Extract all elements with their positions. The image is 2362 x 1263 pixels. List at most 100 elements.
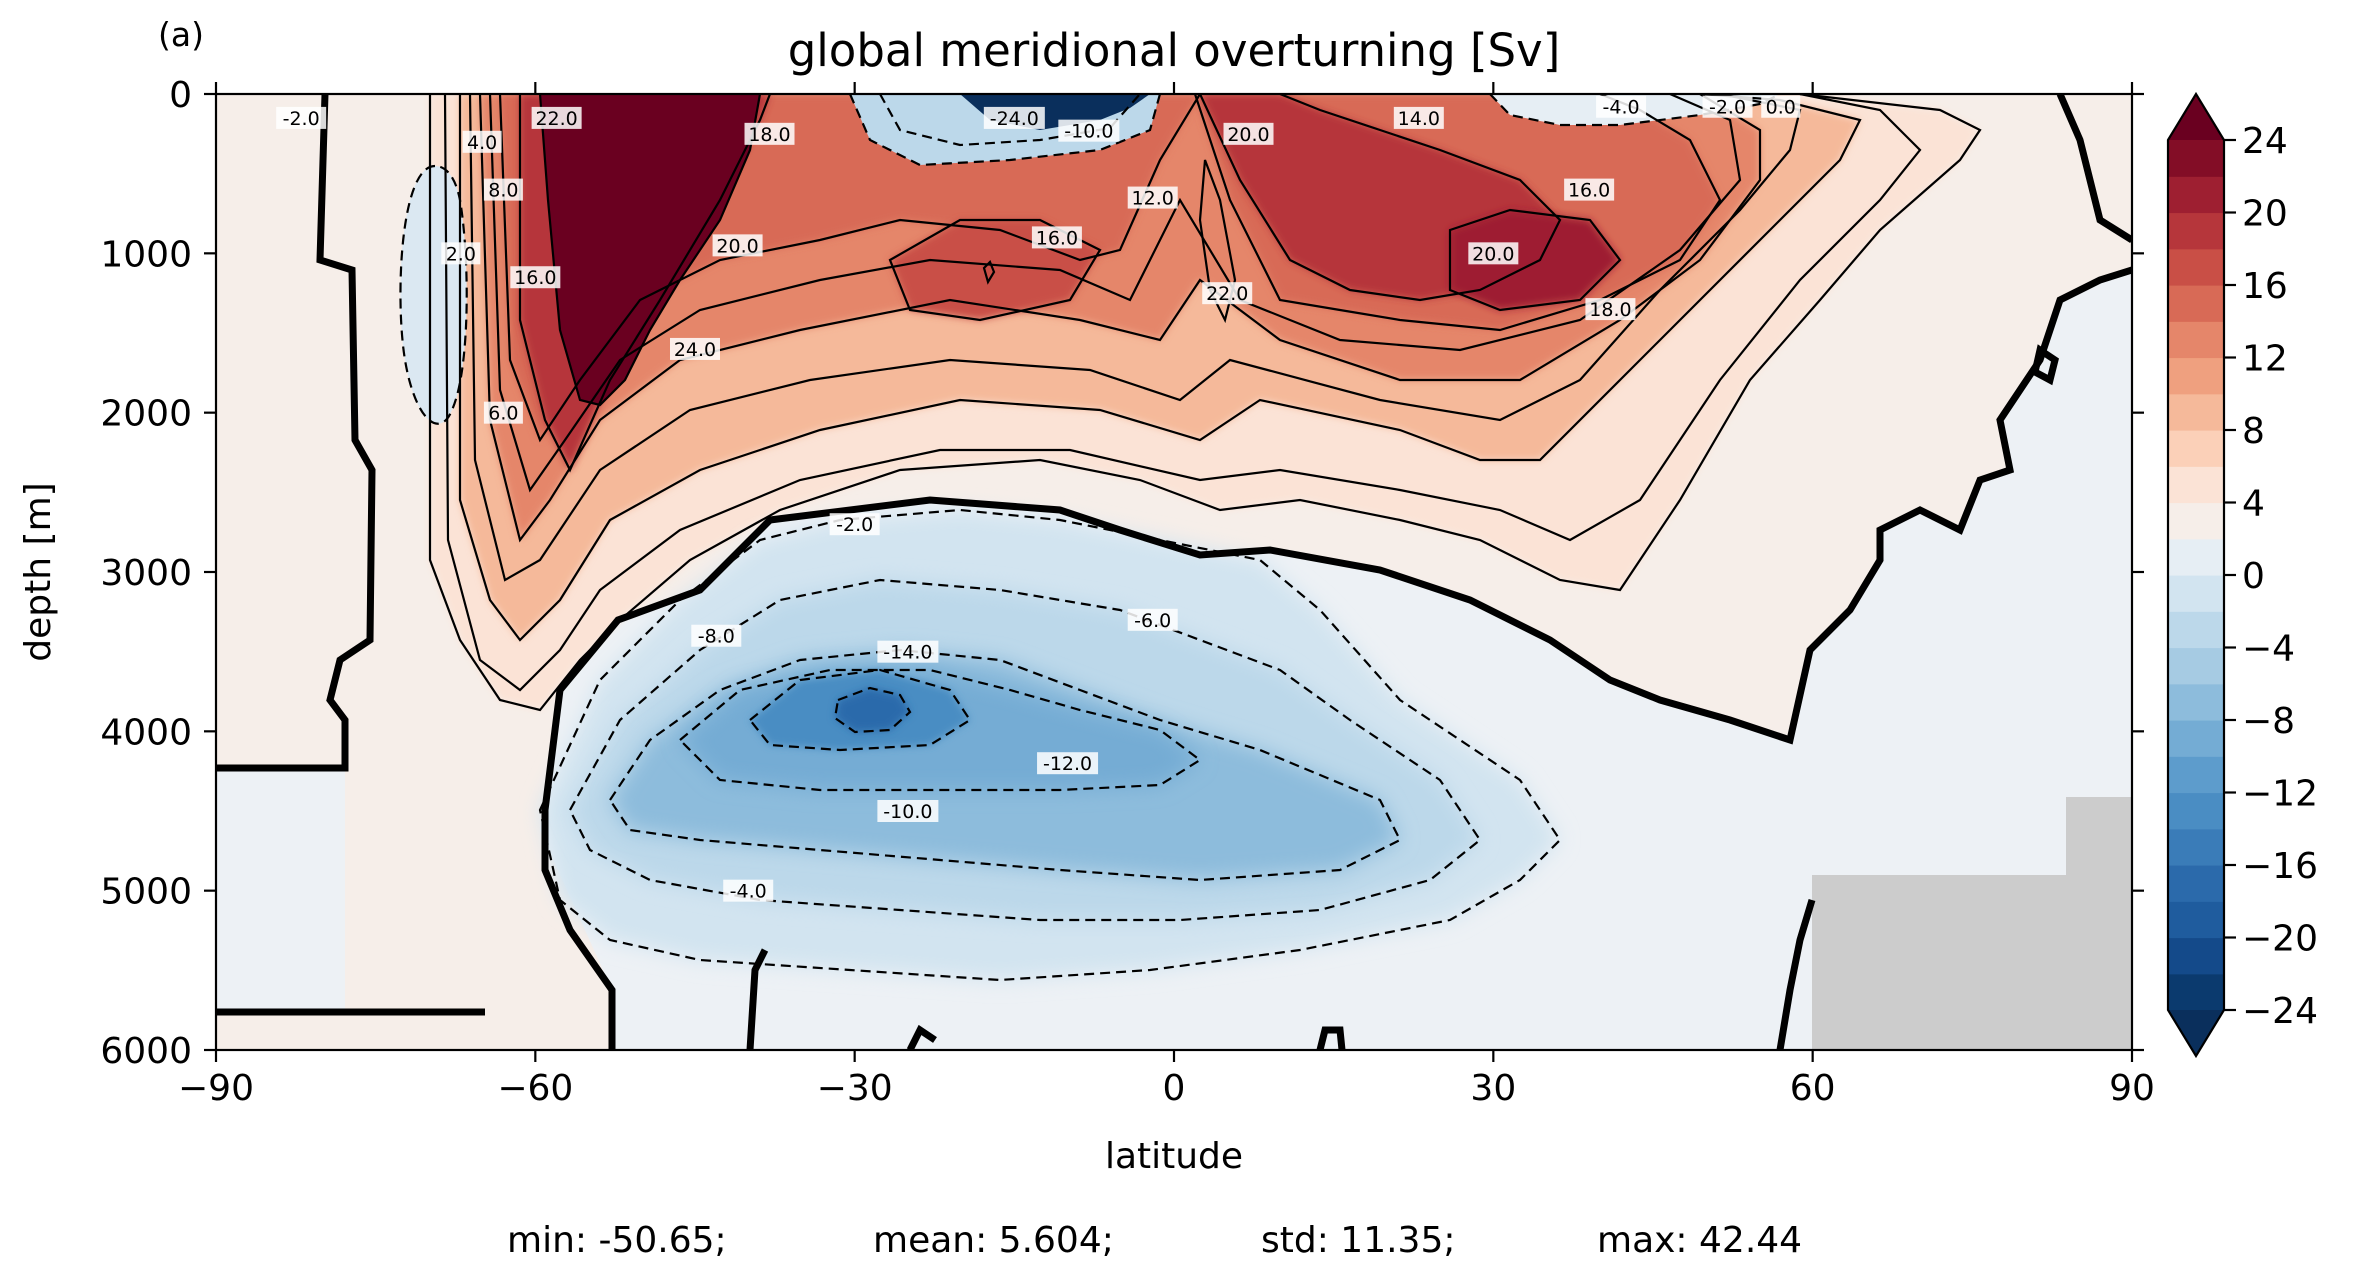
contour-label-bg bbox=[1202, 282, 1253, 305]
contour-label-text: 12.0 bbox=[1132, 188, 1174, 210]
contour-label-text: 8.0 bbox=[488, 180, 518, 202]
colorbar-segment bbox=[2168, 683, 2224, 721]
y-tick-label: 0 bbox=[169, 75, 192, 116]
contour-label-text: 2.0 bbox=[446, 243, 476, 265]
colorbar-segment bbox=[2168, 538, 2224, 576]
contour-label-text: -14.0 bbox=[883, 642, 932, 664]
colorbar-tick-label: 20 bbox=[2242, 194, 2288, 235]
contour-label-bg bbox=[1127, 608, 1178, 631]
contour-label-bg bbox=[1596, 95, 1647, 118]
colorbar-segment bbox=[2168, 176, 2224, 214]
contour-label-text: 22.0 bbox=[535, 108, 577, 130]
x-tick-label: −60 bbox=[497, 1068, 573, 1109]
contour-label-bg bbox=[829, 513, 880, 536]
colorbar-segment bbox=[2168, 973, 2224, 1011]
contour-label-text: 20.0 bbox=[1472, 243, 1514, 265]
contour-label-text: 0.0 bbox=[1766, 97, 1796, 119]
contour-label-text: 14.0 bbox=[1398, 108, 1440, 130]
colorbar-segment bbox=[2168, 393, 2224, 431]
contour-label-text: -10.0 bbox=[883, 801, 932, 823]
contour-label-bg bbox=[1031, 226, 1082, 249]
colorbar-segment bbox=[2168, 937, 2224, 975]
contour-label-bg bbox=[1037, 752, 1099, 775]
contour-label-bg bbox=[723, 879, 774, 902]
contour-label-bg bbox=[744, 122, 795, 145]
contour-label-text: -2.0 bbox=[836, 514, 873, 536]
contour-label-bg bbox=[1585, 298, 1636, 321]
contour-label-bg bbox=[441, 242, 481, 265]
x-tick-label: 90 bbox=[2109, 1068, 2155, 1109]
contour-label-text: -24.0 bbox=[990, 108, 1039, 130]
y-tick-label: 2000 bbox=[100, 394, 192, 435]
contour-label-bg bbox=[983, 106, 1045, 129]
y-axis-label: depth [m] bbox=[18, 482, 59, 661]
y-tick-label: 4000 bbox=[100, 712, 192, 753]
colorbar-segment bbox=[2168, 792, 2224, 830]
contour-label-bg bbox=[691, 624, 742, 647]
contour-label-bg bbox=[877, 800, 939, 822]
colorbar-segment bbox=[2168, 285, 2224, 322]
contour-label: -6.0 bbox=[1127, 608, 1178, 632]
contour-label-bg bbox=[712, 234, 763, 257]
contour-label-text: 18.0 bbox=[748, 124, 790, 146]
colorbar-tick-label: −16 bbox=[2242, 846, 2318, 887]
x-tick-label: 30 bbox=[1470, 1068, 1516, 1109]
colorbar-tick-label: 0 bbox=[2242, 556, 2265, 597]
contour-label: 12.0 bbox=[1127, 186, 1178, 210]
colorbar-segment bbox=[2168, 248, 2224, 286]
colorbar-segment bbox=[2168, 140, 2224, 177]
contour-label-text: 16.0 bbox=[514, 267, 556, 289]
y-tick-label: 6000 bbox=[100, 1031, 192, 1072]
x-tick-label: −90 bbox=[178, 1068, 254, 1109]
colorbar-tick-label: −20 bbox=[2242, 919, 2318, 960]
contour-label: -12.0 bbox=[1037, 752, 1099, 775]
colorbar-tick-label: 24 bbox=[2242, 121, 2288, 162]
stat-min: min: -50.65; bbox=[507, 1220, 727, 1261]
stat-mean: mean: 5.604; bbox=[873, 1220, 1114, 1261]
contour-label-bg bbox=[531, 106, 582, 129]
contour-label-text: 20.0 bbox=[716, 235, 758, 257]
negative-cell-fills bbox=[540, 510, 1560, 980]
contour-label-text: 18.0 bbox=[1589, 299, 1631, 321]
contour-label: 4.0 bbox=[462, 130, 502, 154]
contour-label: 24.0 bbox=[670, 337, 720, 361]
stat-max: max: 42.44 bbox=[1597, 1220, 1802, 1261]
contour-label-bg bbox=[1127, 186, 1178, 209]
colorbar-segment bbox=[2168, 502, 2224, 540]
y-tick-label: 5000 bbox=[100, 872, 192, 913]
colorbar-segment bbox=[2168, 575, 2224, 612]
contour-label-text: 20.0 bbox=[1227, 124, 1269, 146]
contour-label-text: -4.0 bbox=[730, 881, 767, 903]
contour-label-bg bbox=[1223, 122, 1274, 145]
negative-contour-lines bbox=[399, 94, 1781, 982]
colorbar: −24 −20 −16 −12 −8 −4 0 4 8 12 16 20 24 bbox=[2166, 91, 2318, 1059]
contour-label-bg bbox=[1468, 242, 1519, 265]
fill-weddell-cell bbox=[400, 166, 467, 424]
fill-level-neg20 bbox=[835, 688, 910, 732]
colorbar-extend-max bbox=[2168, 94, 2224, 140]
stats-line: min: -50.65; mean: 5.604; std: 11.35; ma… bbox=[507, 1220, 1802, 1261]
contour-label: -14.0 bbox=[877, 640, 939, 664]
colorbar-segment bbox=[2168, 466, 2224, 504]
fill-level-22 bbox=[1450, 210, 1620, 310]
positive-contour-lines bbox=[428, 94, 1982, 712]
colorbar-segment bbox=[2168, 357, 2224, 395]
y-tick-label: 1000 bbox=[100, 234, 192, 275]
contour-label: -4.0 bbox=[723, 879, 774, 903]
contour-label-text: -10.0 bbox=[1064, 121, 1113, 143]
contour-label: 14.0 bbox=[1393, 106, 1444, 130]
contour-label-bg bbox=[877, 640, 939, 663]
colorbar-tick-label: 8 bbox=[2242, 411, 2265, 452]
contour-label: 20.0 bbox=[1468, 242, 1519, 265]
positive-cell-fills bbox=[216, 94, 2132, 1050]
contour-label-text: 16.0 bbox=[1568, 180, 1610, 202]
colorbar-segment bbox=[2168, 828, 2224, 866]
panel-label: (a) bbox=[158, 15, 204, 54]
zero-contour bbox=[216, 94, 2132, 1050]
contour-label: -2.0 bbox=[276, 106, 327, 130]
contour-label-bg bbox=[1702, 95, 1753, 118]
colorbar-segment bbox=[2168, 720, 2224, 757]
x-axis-label: latitude bbox=[1105, 1136, 1243, 1177]
colorbar-tick-label: −4 bbox=[2242, 629, 2295, 670]
contour-label: 20.0 bbox=[1223, 122, 1274, 146]
